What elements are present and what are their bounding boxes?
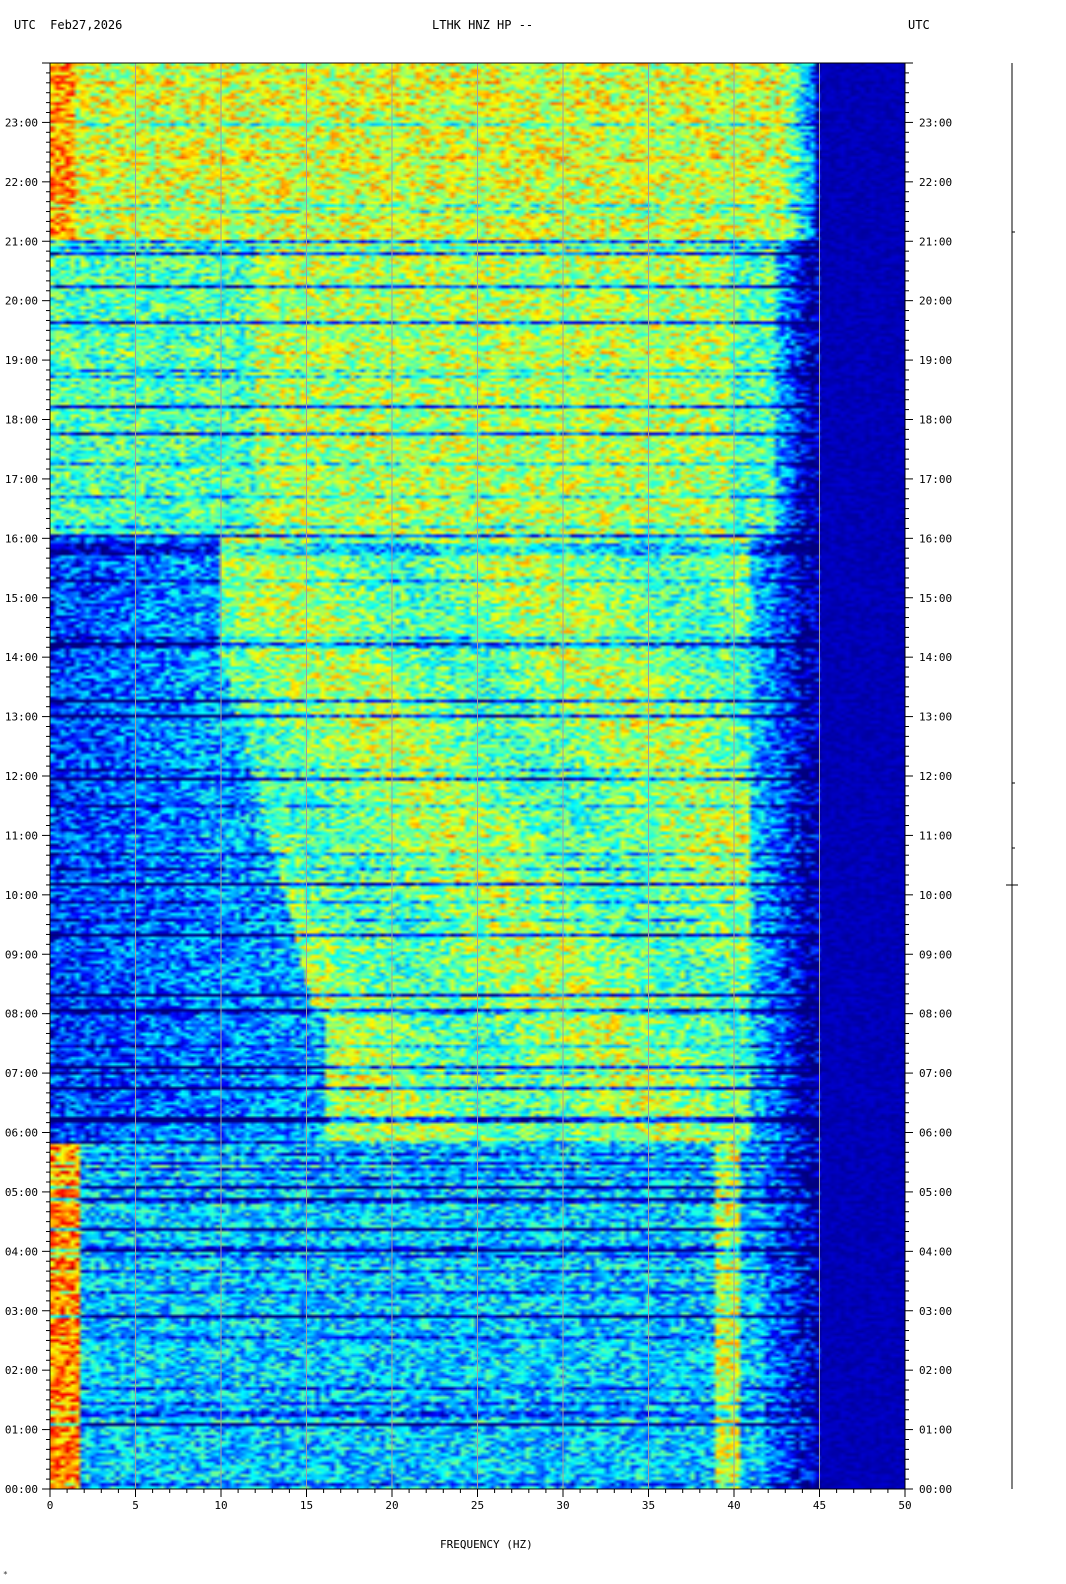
header-title: LTHK HNZ HP --: [432, 18, 534, 32]
y-tick-label-right-9: 09:00: [919, 948, 952, 961]
y-tick-label-right-13: 13:00: [919, 711, 952, 724]
y-tick-label-right-17: 17:00: [919, 473, 952, 486]
y-tick-label-right-1: 01:00: [919, 1424, 952, 1437]
x-tick-label-15: 15: [300, 1499, 313, 1512]
x-tick-label-30: 30: [556, 1499, 569, 1512]
x-tick-label-40: 40: [727, 1499, 740, 1512]
x-tick-label-50: 50: [898, 1499, 911, 1512]
y-tick-label-right-22: 22:00: [919, 176, 952, 189]
y-tick-label-left-21: 21:00: [5, 235, 38, 248]
y-tick-label-right-3: 03:00: [919, 1305, 952, 1318]
y-tick-label-right-21: 21:00: [919, 235, 952, 248]
x-axis-label: FREQUENCY (HZ): [440, 1538, 533, 1551]
y-tick-label-left-12: 12:00: [5, 770, 38, 783]
y-tick-label-left-4: 04:00: [5, 1245, 38, 1258]
y-tick-label-right-0: 00:00: [919, 1483, 952, 1496]
y-tick-label-left-15: 15:00: [5, 592, 38, 605]
y-tick-label-left-14: 14:00: [5, 651, 38, 664]
y-tick-label-right-20: 20:00: [919, 295, 952, 308]
x-tick-label-0: 0: [47, 1499, 54, 1512]
y-tick-label-right-11: 11:00: [919, 829, 952, 842]
frequency-grid: [135, 63, 820, 1489]
header-right: UTC: [908, 18, 930, 32]
y-tick-label-left-20: 20:00: [5, 295, 38, 308]
y-tick-label-left-23: 23:00: [5, 116, 38, 129]
y-tick-label-right-8: 08:00: [919, 1008, 952, 1021]
y-tick-label-left-6: 06:00: [5, 1127, 38, 1140]
y-tick-label-left-1: 01:00: [5, 1424, 38, 1437]
y-tick-label-left-10: 10:00: [5, 889, 38, 902]
y-tick-label-right-7: 07:00: [919, 1067, 952, 1080]
y-tick-label-right-6: 06:00: [919, 1127, 952, 1140]
y-tick-label-left-2: 02:00: [5, 1364, 38, 1377]
x-tick-label-10: 10: [214, 1499, 227, 1512]
y-tick-label-left-8: 08:00: [5, 1008, 38, 1021]
chart-ticks: 0 5 10 15 20 25 30 35 40 45 50 00:00 00:00 01:00 01:00…: [5, 62, 952, 1512]
y-tick-label-left-18: 18:00: [5, 414, 38, 427]
y-tick-label-left-22: 22:00: [5, 176, 38, 189]
y-tick-label-right-23: 23:00: [919, 116, 952, 129]
y-tick-label-right-10: 10:00: [919, 889, 952, 902]
y-tick-label-right-2: 02:00: [919, 1364, 952, 1377]
y-tick-label-right-12: 12:00: [919, 770, 952, 783]
y-tick-label-left-3: 03:00: [5, 1305, 38, 1318]
y-tick-label-right-14: 14:00: [919, 651, 952, 664]
y-tick-label-right-5: 05:00: [919, 1186, 952, 1199]
y-tick-label-right-15: 15:00: [919, 592, 952, 605]
y-tick-label-left-7: 07:00: [5, 1067, 38, 1080]
y-tick-label-left-13: 13:00: [5, 711, 38, 724]
y-tick-label-right-18: 18:00: [919, 414, 952, 427]
y-tick-label-right-4: 04:00: [919, 1245, 952, 1258]
header-left: UTC Feb27,2026: [14, 18, 123, 32]
x-tick-label-25: 25: [471, 1499, 484, 1512]
y-tick-label-right-16: 16:00: [919, 532, 952, 545]
y-tick-label-left-0: 00:00: [5, 1483, 38, 1496]
x-tick-label-20: 20: [385, 1499, 398, 1512]
x-tick-label-45: 45: [813, 1499, 826, 1512]
x-tick-label-35: 35: [642, 1499, 655, 1512]
y-tick-label-left-17: 17:00: [5, 473, 38, 486]
y-tick-label-right-19: 19:00: [919, 354, 952, 367]
y-tick-label-left-9: 09:00: [5, 948, 38, 961]
y-tick-label-left-16: 16:00: [5, 532, 38, 545]
y-tick-label-left-11: 11:00: [5, 829, 38, 842]
x-tick-label-5: 5: [132, 1499, 139, 1512]
y-tick-label-left-19: 19:00: [5, 354, 38, 367]
side-trace: [1006, 63, 1018, 1489]
y-tick-label-left-5: 05:00: [5, 1186, 38, 1199]
corner-mark: *: [3, 1570, 8, 1579]
